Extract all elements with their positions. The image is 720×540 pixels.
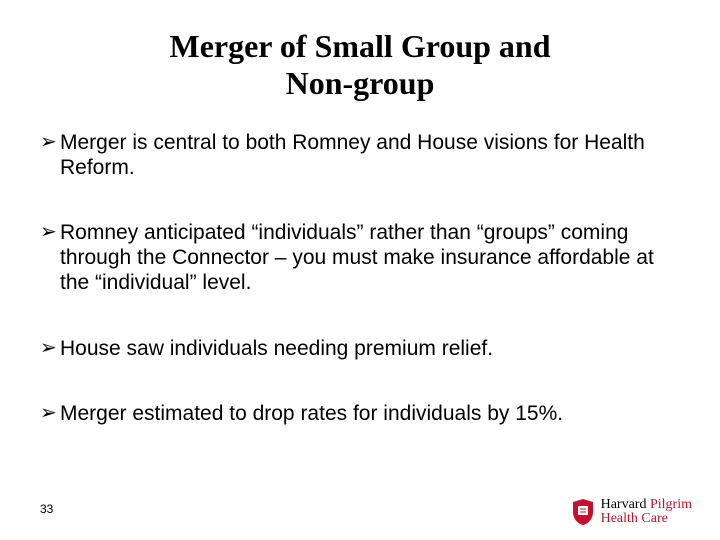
bullet-item: ➢ Romney anticipated “individuals” rathe… (40, 220, 680, 296)
bullet-item: ➢ Merger is central to both Romney and H… (40, 130, 680, 180)
bullet-item: ➢ House saw individuals needing premium … (40, 336, 680, 361)
bullet-item: ➢ Merger estimated to drop rates for ind… (40, 401, 680, 426)
bullet-marker-icon: ➢ (40, 130, 60, 154)
bullet-text: Merger estimated to drop rates for indiv… (60, 401, 680, 426)
brand-line-1: Harvard Pilgrim (601, 498, 692, 512)
shield-icon (571, 498, 595, 526)
slide-title: Merger of Small Group and Non-group (40, 28, 680, 102)
brand-text: Harvard Pilgrim Health Care (601, 498, 692, 526)
bullet-text: House saw individuals needing premium re… (60, 336, 680, 361)
slide: Merger of Small Group and Non-group ➢ Me… (0, 0, 720, 540)
bullet-marker-icon: ➢ (40, 336, 60, 360)
title-line-2: Non-group (286, 65, 435, 101)
bullet-text: Merger is central to both Romney and Hou… (60, 130, 680, 180)
bullet-marker-icon: ➢ (40, 401, 60, 425)
bullet-marker-icon: ➢ (40, 220, 60, 244)
title-line-1: Merger of Small Group and (169, 28, 550, 64)
bullet-text: Romney anticipated “individuals” rather … (60, 220, 680, 296)
page-number: 33 (40, 502, 53, 516)
brand-word-harvard: Harvard (601, 497, 647, 512)
bullet-list: ➢ Merger is central to both Romney and H… (40, 130, 680, 426)
brand-line-2: Health Care (601, 512, 692, 526)
brand-word-pilgrim: Pilgrim (650, 497, 692, 512)
brand-logo: Harvard Pilgrim Health Care (571, 498, 692, 526)
